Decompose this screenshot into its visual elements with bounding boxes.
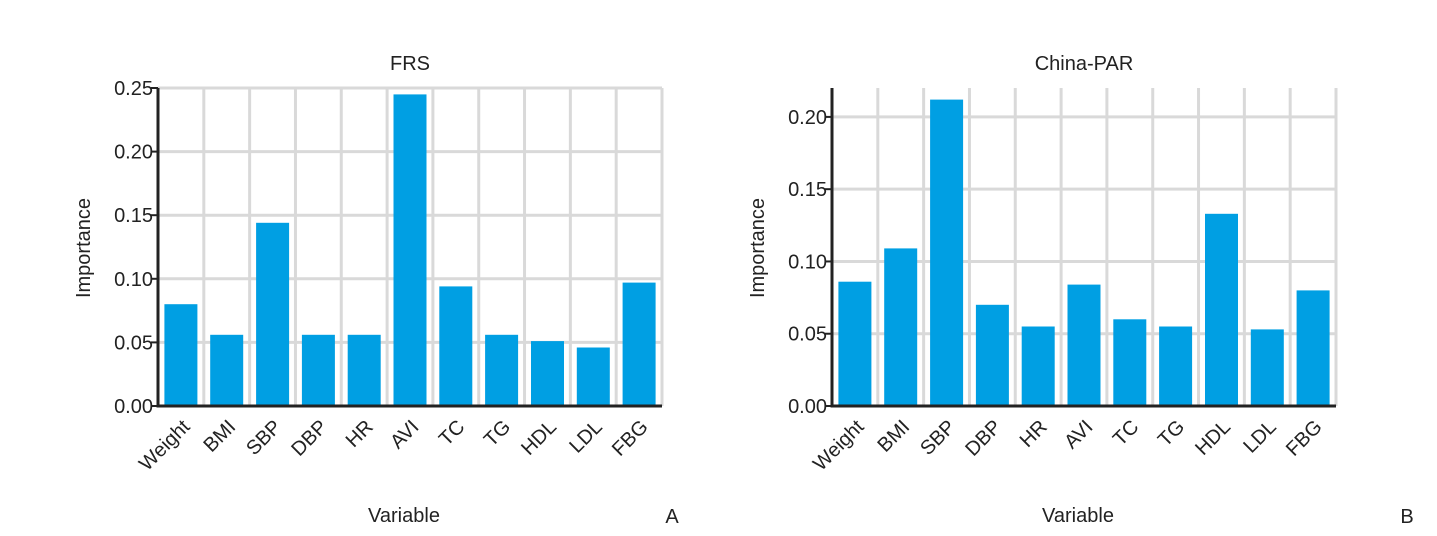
bar-dbp — [975, 304, 1009, 406]
x-tick-label: DBP — [961, 416, 1006, 461]
y-tick-label: 0.05 — [788, 324, 827, 346]
x-tick-label: HDL — [517, 416, 561, 460]
x-tick-label: SBP — [242, 416, 286, 460]
bar-tc — [439, 286, 473, 406]
y-tick-label: 0.00 — [788, 396, 827, 418]
y-tick-labels: 0.00 0.05 0.10 0.15 0.20 — [788, 107, 827, 418]
bars — [838, 99, 1330, 406]
bar-bmi — [884, 248, 918, 406]
x-tick-label: BMI — [200, 416, 241, 457]
bar-sbp — [256, 222, 290, 406]
x-tick-label: FBG — [608, 416, 653, 461]
x-tick-label: AVI — [386, 416, 423, 453]
y-tick-label: 0.20 — [788, 107, 827, 129]
bar-avi — [1067, 284, 1101, 406]
bar-hr — [347, 334, 381, 406]
x-tick-label: LDL — [1239, 416, 1281, 458]
y-tick-label: 0.25 — [114, 78, 153, 100]
x-tick-label: HDL — [1191, 416, 1235, 460]
bar-hr — [1021, 326, 1055, 406]
x-tick-label: DBP — [287, 416, 332, 461]
x-tick-labels: Weight BMI SBP DBP HR AVI TC TG HDL LDL FBG — [135, 416, 653, 476]
bar-fbg — [1296, 290, 1330, 406]
x-tick-label: HR — [342, 416, 378, 452]
bars — [164, 94, 656, 407]
y-tick-label: 0.15 — [114, 205, 153, 227]
x-tick-label: Weight — [809, 416, 869, 476]
y-tick-label: 0.15 — [788, 179, 827, 201]
x-tick-label: AVI — [1060, 416, 1097, 453]
y-tick-label: 0.10 — [788, 251, 827, 273]
axes — [825, 88, 1336, 408]
bar-sbp — [930, 99, 964, 406]
y-tick-label: 0.00 — [114, 396, 153, 418]
x-tick-label: TG — [480, 416, 515, 451]
bar-fbg — [622, 282, 656, 406]
chart-title: China-PAR — [1035, 53, 1134, 75]
x-tick-label: SBP — [916, 416, 960, 460]
bar-weight — [838, 281, 872, 406]
panel-label: B — [1400, 506, 1413, 528]
x-tick-label: BMI — [874, 416, 915, 457]
grid-lines — [832, 88, 1338, 406]
x-tick-label: Weight — [135, 416, 195, 476]
bar-avi — [393, 94, 427, 407]
x-axis-label: Variable — [1042, 505, 1114, 527]
bar-ldl — [1250, 329, 1284, 406]
chart-frs: 0.00 0.05 0.10 0.15 0.20 0.25 Weight BMI SBP DBP… — [73, 53, 679, 528]
panel-label: A — [665, 506, 679, 528]
bar-dbp — [301, 334, 335, 406]
bar-hdl — [1205, 213, 1238, 406]
x-tick-label: LDL — [565, 416, 607, 458]
x-tick-label: TC — [435, 416, 469, 450]
bar-hdl — [531, 341, 564, 406]
y-tick-label: 0.20 — [114, 142, 153, 164]
y-axis-label: Importance — [747, 198, 769, 298]
axes — [151, 87, 662, 408]
bar-tg — [485, 334, 519, 406]
x-tick-labels: Weight BMI SBP DBP HR AVI TC TG HDL LDL FBG — [809, 416, 1327, 476]
x-tick-label: TG — [1154, 416, 1189, 451]
chart-title: FRS — [390, 53, 430, 75]
y-tick-label: 0.10 — [114, 269, 153, 291]
bar-weight — [164, 304, 198, 406]
chart-china-par: 0.00 0.05 0.10 0.15 0.20 Weight BMI SBP DBP HR AV… — [747, 53, 1414, 528]
bar-ldl — [576, 347, 610, 406]
x-tick-label: TC — [1109, 416, 1143, 450]
x-tick-label: HR — [1016, 416, 1052, 452]
y-tick-labels: 0.00 0.05 0.10 0.15 0.20 0.25 — [114, 78, 153, 418]
bar-tc — [1113, 319, 1147, 406]
y-tick-label: 0.05 — [114, 332, 153, 354]
x-tick-label: FBG — [1282, 416, 1327, 461]
bar-bmi — [210, 334, 244, 406]
y-axis-label: Importance — [73, 198, 95, 298]
bar-tg — [1159, 326, 1193, 406]
x-axis-label: Variable — [368, 505, 440, 527]
